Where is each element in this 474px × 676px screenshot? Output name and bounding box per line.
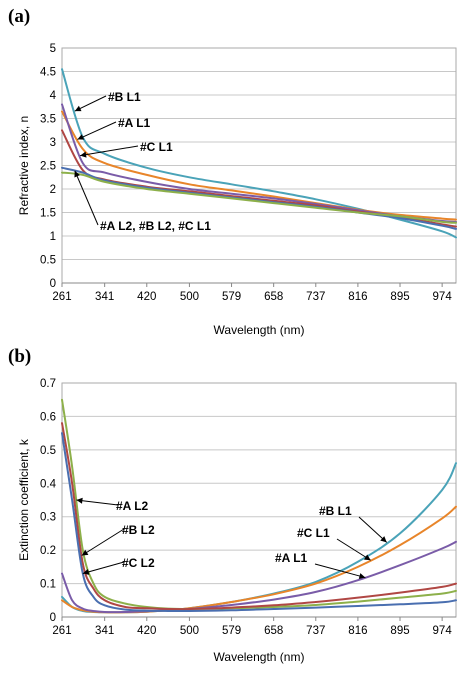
- annotation-label: #A L2, #B L2, #C L1: [100, 219, 211, 233]
- x-tick-label: 341: [95, 291, 114, 303]
- y-tick-label: 1: [50, 231, 56, 243]
- annotation-label: #A L1: [275, 551, 308, 565]
- series-line-c-l2: [61, 432, 457, 613]
- annotation-leader: [336, 538, 371, 561]
- x-tick-label: 500: [180, 625, 199, 637]
- x-tick-label: 579: [222, 625, 241, 637]
- x-tick-label: 737: [306, 625, 325, 637]
- annotation-label: #A L1: [118, 116, 151, 130]
- panel-label: (a): [8, 6, 30, 27]
- y-tick-label: 0.5: [40, 255, 56, 267]
- annotation-leader: [82, 561, 125, 575]
- y-tick-label: 0: [50, 612, 56, 624]
- annotation-arrowhead: [74, 105, 82, 112]
- y-tick-label: 3: [50, 137, 56, 149]
- chart-panel-a: (a) 0 0.5 1 1.5 2 2.5 3 3.5 4 4.5 5 261 341 420 500 579 6…: [8, 6, 457, 337]
- y-tick-label: 0.2: [40, 545, 56, 557]
- x-tick-label: 500: [180, 291, 199, 303]
- annotation-arrowhead: [80, 151, 87, 158]
- x-tick-label: 737: [306, 291, 325, 303]
- y-tick-label: 4.5: [40, 67, 56, 79]
- y-tick-label: 4: [50, 90, 57, 102]
- x-tick-label: 974: [433, 291, 453, 303]
- annotation-label: #B L1: [108, 90, 141, 104]
- x-tick-label: 341: [95, 625, 114, 637]
- x-tick-label: 816: [348, 625, 367, 637]
- x-tick-label: 974: [433, 625, 453, 637]
- annotation-arrowhead: [380, 536, 387, 543]
- y-tick-label: 0.5: [40, 445, 56, 457]
- annotation-leader: [76, 499, 119, 506]
- x-tick-label: 816: [348, 291, 367, 303]
- x-axis-title: Wavelength (nm): [214, 650, 305, 664]
- y-axis-title: Refractive index, n: [17, 116, 31, 215]
- y-tick-label: 1.5: [40, 208, 56, 220]
- y-tick-label: 0.6: [40, 411, 56, 423]
- y-tick-label: 5: [50, 43, 56, 55]
- x-tick-label: 658: [264, 625, 283, 637]
- series-line-c-l2: [61, 171, 457, 224]
- series-line-a-l1: [61, 540, 457, 614]
- annotation-arrowhead: [76, 497, 83, 504]
- x-axis-title: Wavelength (nm): [214, 323, 305, 337]
- annotation-leader: [77, 121, 117, 140]
- y-tick-label: 2: [50, 184, 56, 196]
- annotation-arrowhead: [364, 554, 371, 561]
- panel-label: (b): [8, 346, 31, 367]
- x-tick-label: 895: [390, 291, 409, 303]
- series-line-b-l2: [61, 422, 457, 611]
- series-line-b-l1: [61, 462, 457, 614]
- x-tick-label: 579: [222, 291, 241, 303]
- chart-panel-b: (b) 0 0.1 0.2 0.3 0.4 0.5 0.6 0.7 261 341 420 500 579…: [8, 346, 457, 664]
- y-tick-label: 0.7: [40, 378, 56, 390]
- y-tick-label: 0.1: [40, 579, 56, 591]
- annotation-leader: [358, 516, 388, 543]
- y-axis-title: Extinction coefficient, k: [17, 438, 31, 561]
- annotation-leader: [80, 145, 139, 157]
- y-tick-label: 0.4: [40, 478, 57, 490]
- x-tick-label: 658: [264, 291, 283, 303]
- annotation-label: #C L2: [122, 556, 155, 570]
- annotation-label: #B L2: [122, 523, 155, 537]
- x-tick-label: 261: [52, 291, 71, 303]
- annotation-arrowhead: [82, 569, 90, 575]
- annotation-leader: [81, 528, 125, 556]
- annotation-leader: [74, 170, 99, 226]
- y-tick-label: 2.5: [40, 161, 56, 173]
- x-tick-label: 261: [52, 625, 71, 637]
- annotation-arrowhead: [81, 549, 89, 556]
- annotation-arrowhead: [74, 170, 80, 178]
- series-line-b-l1: [61, 68, 457, 239]
- y-tick-label: 0.3: [40, 512, 56, 524]
- y-tick-label: 3.5: [40, 114, 56, 126]
- annotation-arrowhead: [77, 134, 85, 140]
- annotation-arrowhead: [358, 573, 366, 579]
- annotation-label: #B L1: [319, 504, 352, 518]
- annotation-label: #C L1: [140, 140, 173, 154]
- x-tick-label: 895: [390, 625, 409, 637]
- y-tick-label: 0: [50, 278, 56, 290]
- series-line-a-l1: [61, 110, 457, 221]
- annotation-label: #C L1: [297, 526, 330, 540]
- x-tick-label: 420: [137, 625, 156, 637]
- x-tick-label: 420: [137, 291, 156, 303]
- annotation-leader: [314, 563, 366, 579]
- annotation-label: #A L2: [116, 499, 149, 513]
